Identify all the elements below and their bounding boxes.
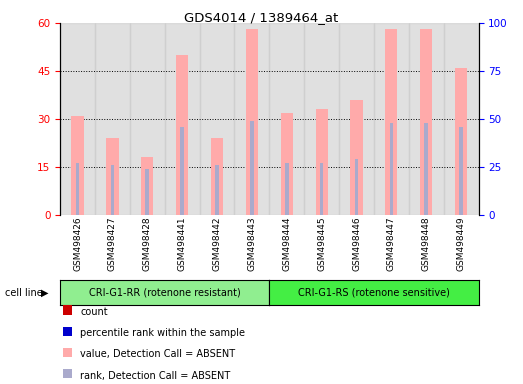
Bar	[145, 169, 149, 215]
Bar	[385, 30, 397, 215]
Text: percentile rank within the sample: percentile rank within the sample	[80, 328, 245, 338]
Bar	[106, 138, 119, 215]
Text: cell line: cell line	[5, 288, 43, 298]
Bar	[60, 23, 95, 215]
Bar	[200, 23, 234, 215]
Bar	[76, 163, 79, 215]
Text: CRI-G1-RS (rotenone sensitive): CRI-G1-RS (rotenone sensitive)	[298, 288, 450, 298]
Text: CRI-G1-RR (rotenone resistant): CRI-G1-RR (rotenone resistant)	[89, 288, 241, 298]
Bar	[281, 113, 293, 215]
Text: GDS4014 / 1389464_at: GDS4014 / 1389464_at	[185, 12, 338, 25]
Bar	[390, 123, 393, 215]
Text: count: count	[80, 307, 108, 317]
Bar	[315, 109, 328, 215]
Text: rank, Detection Call = ABSENT: rank, Detection Call = ABSENT	[80, 371, 230, 381]
Text: ▶: ▶	[41, 288, 48, 298]
Bar	[444, 23, 479, 215]
Bar	[320, 163, 323, 215]
Bar	[285, 163, 289, 215]
Bar	[355, 159, 358, 215]
Bar	[455, 68, 467, 215]
Bar	[110, 165, 114, 215]
Bar	[374, 23, 409, 215]
Bar	[72, 116, 84, 215]
Bar	[424, 123, 428, 215]
Bar	[420, 30, 433, 215]
Bar	[165, 23, 200, 215]
Bar	[304, 23, 339, 215]
Text: value, Detection Call = ABSENT: value, Detection Call = ABSENT	[80, 349, 235, 359]
Bar	[246, 30, 258, 215]
Bar	[95, 23, 130, 215]
Bar	[180, 127, 184, 215]
Bar	[176, 55, 188, 215]
Bar	[459, 127, 463, 215]
Bar	[141, 157, 153, 215]
Bar	[215, 165, 219, 215]
Bar	[211, 138, 223, 215]
Bar	[130, 23, 165, 215]
Bar	[250, 121, 254, 215]
Bar	[339, 23, 374, 215]
Bar	[234, 23, 269, 215]
Bar	[350, 100, 362, 215]
Bar	[409, 23, 444, 215]
Bar	[269, 23, 304, 215]
